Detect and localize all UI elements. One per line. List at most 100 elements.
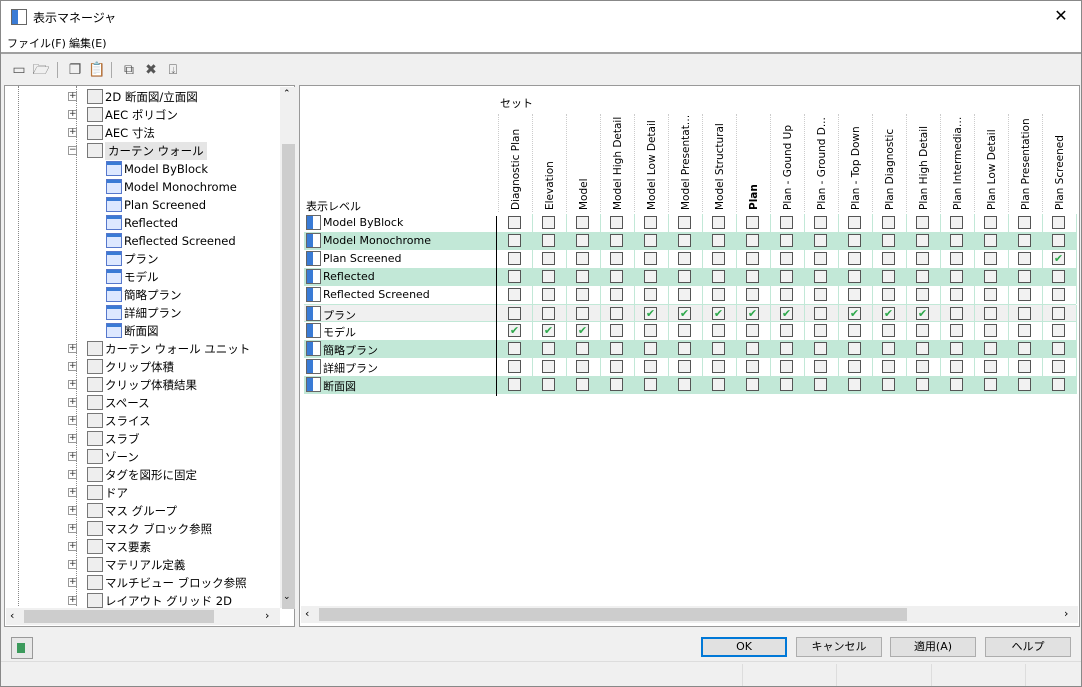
set-checkbox[interactable]: [746, 342, 759, 355]
tree-item[interactable]: + クリップ体積: [5, 358, 277, 376]
set-checkbox[interactable]: [610, 216, 623, 229]
set-column-header[interactable]: Plan - Ground D...: [804, 114, 838, 212]
set-checkbox[interactable]: [746, 216, 759, 229]
set-checkbox[interactable]: [746, 252, 759, 265]
menu-file[interactable]: ファイル(F): [7, 37, 66, 50]
set-column-header[interactable]: Plan Intermediate...: [940, 114, 974, 212]
tree-item[interactable]: + レイアウト グリッド 2D: [5, 592, 277, 610]
set-checkbox[interactable]: [1018, 252, 1031, 265]
set-checkbox[interactable]: [1052, 270, 1065, 283]
cancel-button[interactable]: キャンセル: [796, 637, 882, 657]
set-checkbox[interactable]: [508, 342, 521, 355]
set-checkbox[interactable]: [916, 216, 929, 229]
set-checkbox[interactable]: [712, 324, 725, 337]
set-checkbox[interactable]: [1052, 342, 1065, 355]
set-checkbox[interactable]: [916, 360, 929, 373]
expand-icon[interactable]: +: [68, 109, 77, 119]
set-checkbox[interactable]: [644, 360, 657, 373]
set-checkbox[interactable]: ✔: [746, 307, 759, 320]
set-checkbox[interactable]: [780, 216, 793, 229]
tree-item[interactable]: Reflected Screened: [5, 232, 277, 250]
set-checkbox[interactable]: [950, 252, 963, 265]
set-checkbox[interactable]: [644, 252, 657, 265]
set-checkbox[interactable]: [814, 378, 827, 391]
set-checkbox[interactable]: [814, 252, 827, 265]
set-checkbox[interactable]: [814, 342, 827, 355]
set-checkbox[interactable]: [678, 234, 691, 247]
set-checkbox[interactable]: [848, 216, 861, 229]
set-checkbox[interactable]: [746, 288, 759, 301]
set-column-header[interactable]: Model Low Detail: [634, 114, 668, 212]
set-checkbox[interactable]: [882, 360, 895, 373]
tree-item[interactable]: + マテリアル定義: [5, 556, 277, 574]
set-checkbox[interactable]: [678, 324, 691, 337]
purge-icon[interactable]: ⧉: [124, 62, 134, 78]
tree-item[interactable]: + ゾーン: [5, 448, 277, 466]
new-icon[interactable]: ▭: [12, 62, 26, 78]
tree-item[interactable]: + カーテン ウォール ユニット: [5, 340, 277, 358]
ok-button[interactable]: OK: [701, 637, 787, 657]
tree-item[interactable]: +2D 断面図/立面図: [5, 88, 277, 106]
set-checkbox[interactable]: [1018, 270, 1031, 283]
set-checkbox[interactable]: [916, 252, 929, 265]
scroll-left-icon[interactable]: ‹: [305, 607, 310, 620]
set-checkbox[interactable]: [882, 234, 895, 247]
set-column-header[interactable]: Plan High Detail: [906, 114, 940, 212]
set-checkbox[interactable]: [916, 270, 929, 283]
tree-item[interactable]: + マルチビュー ブロック参照: [5, 574, 277, 592]
set-checkbox[interactable]: [950, 270, 963, 283]
expand-icon[interactable]: +: [68, 415, 77, 425]
set-checkbox[interactable]: [1018, 342, 1031, 355]
set-checkbox[interactable]: [712, 288, 725, 301]
set-checkbox[interactable]: [916, 378, 929, 391]
set-checkbox[interactable]: [984, 360, 997, 373]
set-checkbox[interactable]: [678, 360, 691, 373]
tree-item[interactable]: + ドア: [5, 484, 277, 502]
expand-icon[interactable]: +: [68, 361, 77, 371]
set-checkbox[interactable]: [712, 252, 725, 265]
set-checkbox[interactable]: [1018, 288, 1031, 301]
tree-item[interactable]: 詳細プラン: [5, 304, 277, 322]
set-checkbox[interactable]: [984, 378, 997, 391]
set-checkbox[interactable]: [542, 307, 555, 320]
set-checkbox[interactable]: [984, 252, 997, 265]
set-checkbox[interactable]: [882, 288, 895, 301]
help-button[interactable]: ヘルプ: [985, 637, 1071, 657]
set-checkbox[interactable]: [848, 342, 861, 355]
set-column-header[interactable]: Model: [566, 114, 600, 212]
set-checkbox[interactable]: [814, 307, 827, 320]
set-checkbox[interactable]: [780, 234, 793, 247]
set-checkbox[interactable]: ✔: [712, 307, 725, 320]
expand-icon[interactable]: +: [68, 469, 77, 479]
scroll-thumb[interactable]: [24, 610, 214, 623]
set-checkbox[interactable]: [644, 342, 657, 355]
set-checkbox[interactable]: ✔: [1052, 252, 1065, 265]
scroll-thumb[interactable]: [319, 608, 907, 621]
set-checkbox[interactable]: [508, 216, 521, 229]
set-checkbox[interactable]: [542, 378, 555, 391]
delete-icon[interactable]: ✖: [145, 62, 157, 78]
set-checkbox[interactable]: [712, 234, 725, 247]
set-checkbox[interactable]: [882, 378, 895, 391]
set-checkbox[interactable]: [644, 234, 657, 247]
set-checkbox[interactable]: [882, 342, 895, 355]
set-checkbox[interactable]: [814, 324, 827, 337]
set-checkbox[interactable]: [780, 252, 793, 265]
set-column-header[interactable]: Elevation: [532, 114, 566, 212]
set-checkbox[interactable]: [678, 216, 691, 229]
set-checkbox[interactable]: [814, 360, 827, 373]
scroll-up-icon[interactable]: ⌃: [283, 89, 291, 99]
set-checkbox[interactable]: [1052, 288, 1065, 301]
set-checkbox[interactable]: [712, 270, 725, 283]
set-checkbox[interactable]: [780, 378, 793, 391]
set-checkbox[interactable]: [678, 342, 691, 355]
set-checkbox[interactable]: [950, 288, 963, 301]
set-checkbox[interactable]: [814, 234, 827, 247]
tree-item[interactable]: プラン: [5, 250, 277, 268]
set-checkbox[interactable]: [678, 270, 691, 283]
tree-item[interactable]: モデル: [5, 268, 277, 286]
expand-icon[interactable]: +: [68, 397, 77, 407]
set-checkbox[interactable]: [576, 360, 589, 373]
set-column-header[interactable]: Plan Presentation: [1008, 114, 1042, 212]
set-checkbox[interactable]: [644, 324, 657, 337]
